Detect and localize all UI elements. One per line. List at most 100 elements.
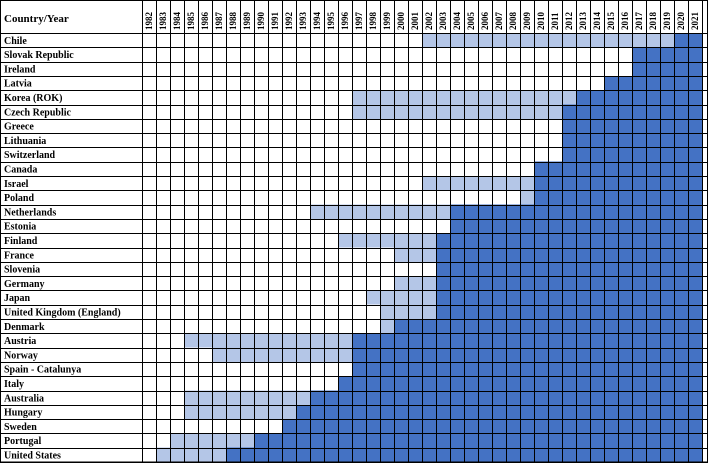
country-label: Israel: [4, 179, 29, 190]
cell-dark: [604, 104, 618, 119]
cell-dark: [450, 247, 464, 262]
cell-dark: [688, 390, 702, 405]
cell-dark: [506, 347, 520, 362]
cell-light: [282, 347, 296, 362]
cell-dark: [478, 390, 492, 405]
cell-dark: [352, 390, 366, 405]
cell-dark: [576, 319, 590, 334]
cell-dark: [660, 161, 674, 176]
cell-dark: [590, 376, 604, 391]
cell-dark: [576, 419, 590, 434]
cell-dark: [492, 218, 506, 234]
cell-dark: [352, 333, 366, 348]
cell-dark: [604, 147, 618, 162]
cell-dark: [632, 204, 646, 219]
cell-dark: [618, 176, 632, 191]
cell-light: [240, 333, 254, 348]
cell-dark: [688, 233, 702, 248]
country-label: Spain - Catalunya: [4, 365, 81, 376]
cell-light: [338, 333, 352, 348]
cell-dark: [506, 376, 520, 391]
cell-dark: [674, 133, 688, 148]
cell-dark: [408, 447, 422, 462]
cell-light: [464, 90, 478, 105]
cell-dark: [450, 419, 464, 434]
cell-dark: [674, 147, 688, 162]
cell-dark: [604, 404, 618, 420]
cell-dark: [338, 404, 352, 420]
cell-dark: [338, 433, 352, 448]
cell-dark: [604, 333, 618, 348]
cell-light: [492, 176, 506, 191]
cell-dark: [646, 333, 660, 348]
country-label: France: [4, 250, 35, 261]
cell-dark: [590, 118, 604, 134]
cell-dark: [688, 319, 702, 334]
cell-dark: [674, 247, 688, 262]
cell-dark: [436, 276, 450, 291]
cell-dark: [562, 190, 576, 205]
cell-dark: [632, 218, 646, 234]
cell-dark: [618, 361, 632, 377]
cell-dark: [590, 290, 604, 305]
cell-dark: [590, 419, 604, 434]
country-label: Denmark: [4, 322, 45, 333]
cell-dark: [548, 376, 562, 391]
cell-dark: [618, 147, 632, 162]
cell-dark: [674, 90, 688, 105]
cell-dark: [576, 133, 590, 148]
country-label: Portugal: [4, 436, 41, 447]
cell-dark: [450, 390, 464, 405]
cell-dark: [464, 361, 478, 377]
cell-dark: [604, 90, 618, 105]
cell-light: [254, 347, 268, 362]
cell-dark: [422, 390, 436, 405]
year-label-2010: 2010: [536, 12, 546, 31]
cell-light: [254, 404, 268, 420]
cell-dark: [576, 190, 590, 205]
year-label-2012: 2012: [564, 12, 574, 31]
cell-dark: [646, 376, 660, 391]
cell-dark: [660, 218, 674, 234]
cell-dark: [520, 390, 534, 405]
cell-dark: [562, 133, 576, 148]
cell-dark: [226, 447, 240, 462]
cell-light: [394, 104, 408, 119]
cell-dark: [632, 47, 646, 62]
cell-dark: [576, 347, 590, 362]
cell-light: [198, 333, 212, 348]
cell-dark: [646, 347, 660, 362]
cell-dark: [618, 104, 632, 119]
cell-dark: [688, 47, 702, 62]
cell-light: [310, 204, 324, 219]
year-label-1988: 1988: [228, 12, 238, 31]
cell-dark: [674, 190, 688, 205]
cell-dark: [604, 433, 618, 448]
cell-dark: [464, 347, 478, 362]
cell-dark: [688, 376, 702, 391]
country-label: United Kingdom (England): [4, 308, 121, 319]
cell-dark: [604, 390, 618, 405]
year-label-2018: 2018: [648, 12, 658, 31]
cell-dark: [366, 361, 380, 377]
year-label-1991: 1991: [270, 12, 280, 31]
cell-light: [436, 104, 450, 119]
cell-dark: [352, 361, 366, 377]
cell-dark: [478, 333, 492, 348]
cell-light: [366, 233, 380, 248]
cell-dark: [632, 290, 646, 305]
cell-dark: [604, 319, 618, 334]
cell-dark: [520, 261, 534, 277]
cell-dark: [562, 319, 576, 334]
cell-light: [324, 204, 338, 219]
cell-light: [380, 204, 394, 219]
cell-dark: [436, 247, 450, 262]
cell-dark: [660, 247, 674, 262]
cell-light: [226, 390, 240, 405]
cell-dark: [436, 304, 450, 319]
year-label-1987: 1987: [214, 12, 224, 31]
year-label-1985: 1985: [186, 12, 196, 31]
cell-dark: [618, 75, 632, 91]
cell-dark: [464, 247, 478, 262]
year-label-2021: 2021: [690, 12, 700, 31]
